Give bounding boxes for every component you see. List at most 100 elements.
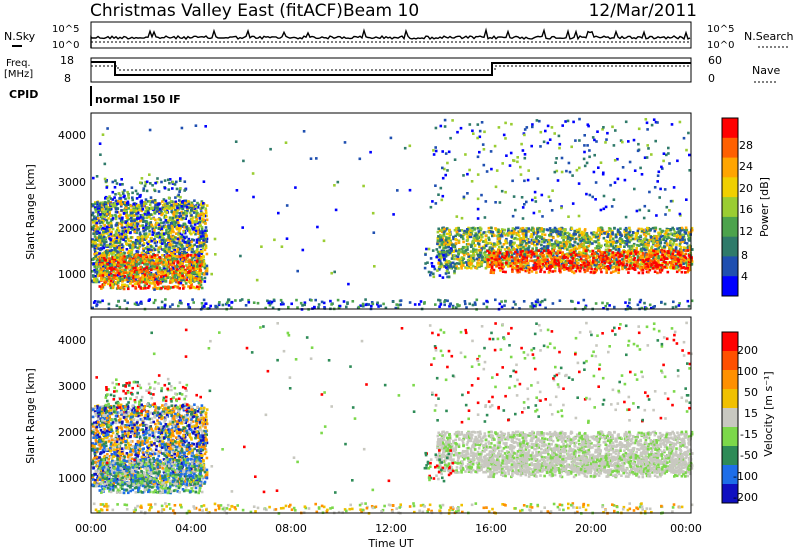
power-cell	[151, 207, 154, 210]
power-cell	[94, 210, 98, 214]
power-cell	[187, 273, 191, 277]
power-cell	[632, 242, 636, 246]
power-cell	[156, 234, 160, 237]
power-cell	[205, 214, 208, 218]
power-cell	[481, 245, 485, 249]
power-cell	[114, 193, 117, 196]
power-cell	[95, 230, 98, 234]
power-cell	[497, 232, 501, 235]
power-cell	[672, 300, 675, 304]
power-cell	[518, 255, 522, 258]
power-cell	[107, 205, 110, 209]
power-cell	[110, 224, 113, 227]
power-cell	[194, 264, 197, 267]
power-cell	[100, 239, 104, 243]
power-cell	[448, 235, 451, 239]
power-cell	[132, 259, 135, 262]
power-cell	[94, 257, 97, 260]
power-cell	[96, 261, 99, 264]
power-cell	[119, 194, 122, 197]
power-cell	[122, 202, 126, 205]
power-cell	[541, 299, 544, 303]
power-cell	[582, 245, 585, 248]
power-cell	[190, 283, 193, 286]
power-cell	[295, 298, 298, 302]
power-cell	[568, 241, 571, 244]
power-cell	[120, 275, 124, 278]
power-cell	[113, 256, 116, 259]
power-cell	[685, 228, 689, 232]
power-cell	[527, 230, 530, 233]
power-cell	[106, 282, 110, 286]
power-cell	[118, 235, 121, 239]
power-cell	[116, 269, 119, 273]
power-cell	[493, 243, 496, 246]
power-cell	[530, 239, 534, 242]
power-cell	[107, 275, 110, 279]
power-cell	[156, 283, 160, 286]
power-cell	[98, 202, 102, 206]
power-cell	[542, 228, 546, 231]
power-cell	[567, 252, 571, 256]
power-cell	[504, 299, 507, 303]
power-cell	[172, 250, 176, 254]
power-cell	[200, 264, 204, 268]
power-cell	[113, 246, 116, 250]
power-cell	[178, 217, 181, 221]
power-cell	[169, 200, 173, 203]
power-cell	[162, 258, 166, 261]
power-cell	[126, 301, 129, 305]
power-cell	[552, 265, 556, 268]
power-cell	[121, 263, 125, 267]
power-cell	[97, 247, 100, 251]
power-cell	[652, 256, 655, 260]
power-cell	[678, 302, 681, 305]
power-cell	[467, 242, 470, 246]
power-cell	[107, 234, 111, 237]
power-cell	[132, 267, 136, 270]
power-cell	[95, 202, 99, 206]
power-cell	[357, 305, 361, 309]
power-panel: Slant Range [km] 4000 3000 2000 1000 28 …	[24, 112, 771, 311]
power-cell	[519, 264, 522, 268]
power-cell	[161, 200, 164, 203]
power-cell	[91, 245, 95, 248]
power-cell	[654, 228, 658, 231]
power-cell	[171, 218, 174, 222]
power-cell	[108, 208, 112, 211]
power-cell	[436, 230, 440, 234]
power-cell	[198, 217, 202, 220]
power-cell	[671, 226, 674, 230]
power-cell	[153, 189, 157, 193]
power-cell	[690, 299, 694, 303]
power-cell	[655, 248, 659, 251]
power-cell	[615, 235, 618, 239]
power-cell	[98, 234, 101, 237]
power-cell	[129, 216, 133, 220]
power-cell	[103, 214, 106, 218]
power-cell	[361, 302, 365, 306]
power-cell	[96, 300, 100, 303]
power-cell	[165, 250, 168, 254]
power-cell	[201, 244, 204, 248]
power-cell	[194, 229, 198, 233]
power-cell	[575, 258, 579, 262]
power-cell	[554, 266, 557, 270]
power-cell	[594, 265, 598, 268]
power-cell	[134, 204, 137, 208]
power-cell	[174, 270, 178, 273]
power-cell	[136, 192, 139, 196]
power-cell	[685, 259, 688, 262]
power-cell	[171, 266, 175, 270]
power-cell	[153, 273, 157, 277]
power-cell	[113, 204, 117, 207]
power-cell	[500, 305, 504, 309]
power-cell	[200, 263, 203, 266]
power-cell	[169, 251, 173, 255]
power-cell	[303, 301, 307, 304]
power-cell	[177, 273, 180, 276]
power-cell	[141, 255, 144, 259]
power-cell	[359, 304, 362, 307]
power-cell	[596, 229, 600, 233]
power-cell	[151, 230, 155, 233]
